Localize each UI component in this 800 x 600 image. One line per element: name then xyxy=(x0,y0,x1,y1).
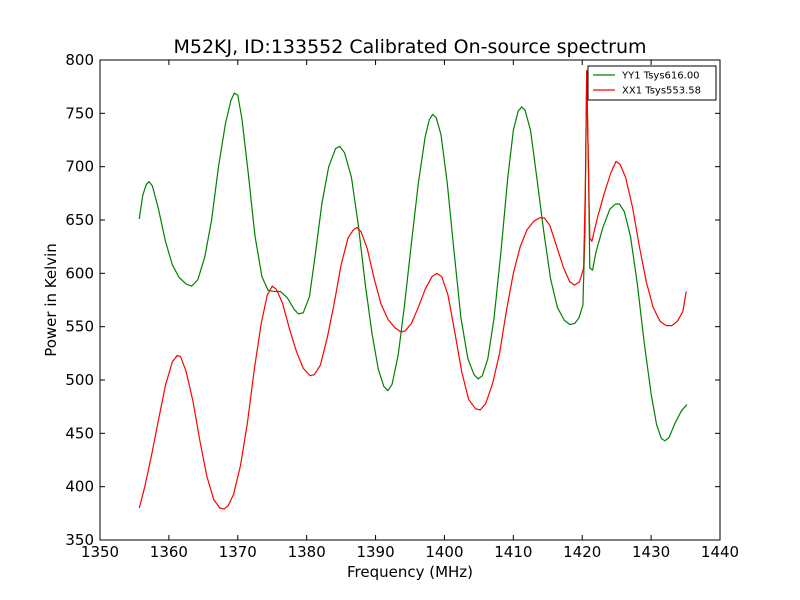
y-tick-label: 400 xyxy=(65,478,94,496)
series-layer xyxy=(138,70,688,510)
legend: YY1 Tsys616.00 XX1 Tsys553.58 xyxy=(587,65,717,101)
y-tick-label: 750 xyxy=(65,104,94,122)
x-axis-label: Frequency (MHz) xyxy=(347,563,473,581)
y-tick-label: 450 xyxy=(65,424,94,442)
series-line-0 xyxy=(138,70,688,442)
y-axis-label: Power in Kelvin xyxy=(42,243,60,357)
y-tick-label: 650 xyxy=(65,211,94,229)
x-tick-label: 1360 xyxy=(150,543,188,561)
y-axis-ticks: 350 400 450 500 550 600 650 700 750 800 xyxy=(65,51,720,549)
y-tick-label: 600 xyxy=(65,264,94,282)
y-tick-label: 700 xyxy=(65,158,94,176)
plot-background xyxy=(100,60,720,540)
y-tick-label: 350 xyxy=(65,531,94,549)
plot-area: 1350 1360 1370 1380 1390 1400 1410 1420 1430 1440… xyxy=(65,51,739,561)
series-line-1 xyxy=(138,70,687,510)
x-tick-label: 1350 xyxy=(81,543,119,561)
x-tick-label: 1400 xyxy=(425,543,463,561)
x-tick-label: 1410 xyxy=(494,543,532,561)
x-axis-ticks: 1350 1360 1370 1380 1390 1400 1410 1420 1430 1440 xyxy=(81,60,739,561)
x-tick-label: 1420 xyxy=(563,543,601,561)
legend-label-1: XX1 Tsys553.58 xyxy=(622,86,701,97)
x-tick-label: 1380 xyxy=(288,543,326,561)
y-tick-label: 800 xyxy=(65,51,94,69)
x-tick-label: 1440 xyxy=(701,543,739,561)
chart-title: M52KJ, ID:133552 Calibrated On-source sp… xyxy=(173,36,646,58)
plot-frame xyxy=(99,59,721,541)
x-tick-label: 1370 xyxy=(219,543,257,561)
legend-label-0: YY1 Tsys616.00 xyxy=(621,71,700,82)
y-tick-label: 550 xyxy=(65,318,94,336)
x-tick-label: 1390 xyxy=(356,543,394,561)
x-tick-label: 1430 xyxy=(632,543,670,561)
legend-box xyxy=(587,65,717,101)
y-tick-label: 500 xyxy=(65,371,94,389)
